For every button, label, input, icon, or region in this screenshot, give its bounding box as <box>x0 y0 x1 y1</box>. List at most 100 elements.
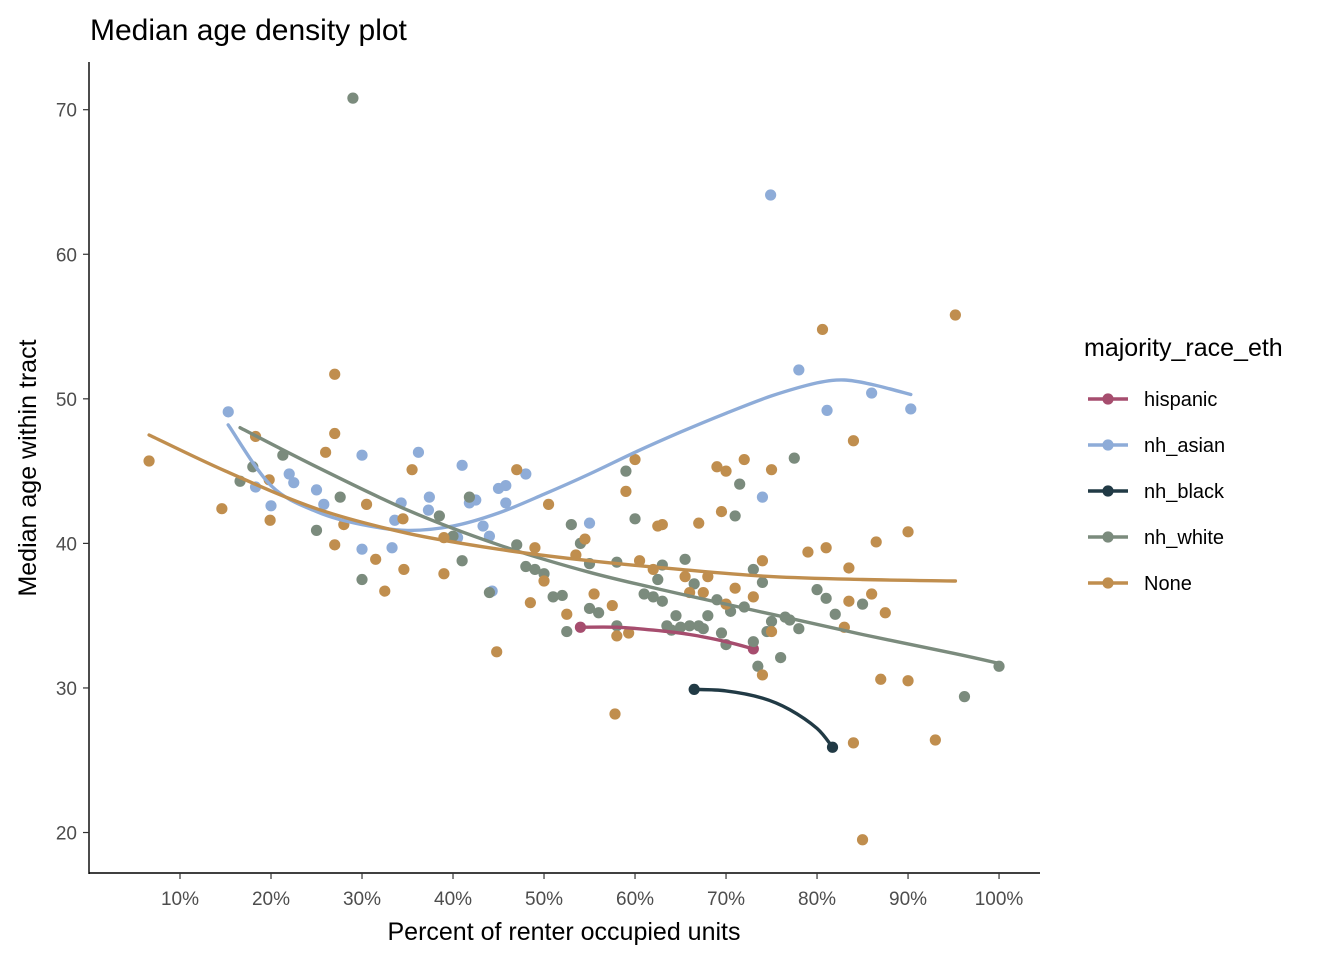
data-point-None <box>697 586 709 599</box>
data-point-nh_white <box>593 607 605 619</box>
data-point-nh_white <box>447 530 459 542</box>
x-tick-label: 60% <box>616 889 654 910</box>
data-point-None <box>720 465 732 477</box>
x-tick-label: 100% <box>975 889 1024 910</box>
data-point-nh_white <box>811 584 823 596</box>
data-point-None <box>875 673 887 685</box>
data-point-nh_white <box>820 592 832 604</box>
data-point-None <box>856 834 869 846</box>
data-point-nh_asian <box>866 387 878 399</box>
data-point-None <box>902 675 914 687</box>
data-point-nh_white <box>788 452 800 464</box>
data-point-nh_white <box>334 491 346 503</box>
legend-label-hispanic: hispanic <box>1144 389 1217 411</box>
data-point-nh_asian <box>756 491 769 503</box>
data-point-nh_white <box>647 591 659 603</box>
data-point-nh_asian <box>222 406 234 418</box>
axis-ticks: 10% 20% 30% 40% 50% 60% 70% 80% 90% 100% 20 30 40 50 6… <box>56 101 1024 910</box>
data-point-nh_white <box>734 478 746 490</box>
smooth-line-nh_asian <box>226 378 913 533</box>
data-point-nh_white <box>463 491 475 503</box>
x-tick-label: 80% <box>798 889 836 910</box>
legend-key-point-nh_asian <box>1102 439 1114 451</box>
data-point-None <box>620 485 632 497</box>
data-point-None <box>879 607 891 619</box>
data-point-nh_asian <box>288 477 300 489</box>
data-point-None <box>949 309 961 321</box>
data-point-nh_white <box>310 524 323 536</box>
data-point-nh_asian <box>500 497 512 509</box>
legend-label-nh_white: nh_white <box>1144 527 1224 549</box>
data-point-nh_asian <box>356 449 368 461</box>
data-point-None <box>379 585 391 597</box>
data-point-nh_asian <box>386 542 398 554</box>
data-point-nh_white <box>684 620 696 632</box>
data-point-None <box>656 519 668 531</box>
data-point-None <box>902 526 914 538</box>
legend-key-point-None <box>1102 577 1114 589</box>
data-point-None <box>491 646 503 658</box>
data-point-nh_white <box>856 598 869 610</box>
data-point-None <box>511 464 523 476</box>
data-point-nh_white <box>697 623 709 635</box>
data-point-nh_white <box>529 563 541 576</box>
data-point-nh_white <box>729 510 741 522</box>
y-tick-label: 70 <box>56 101 77 122</box>
data-point-None <box>529 542 541 554</box>
data-point-None <box>264 514 276 526</box>
data-point-nh_white <box>656 595 668 607</box>
data-point-nh_white <box>347 92 359 104</box>
data-point-nh_white <box>561 625 573 638</box>
data-point-None <box>542 498 555 510</box>
data-point-None <box>866 588 878 600</box>
data-point-None <box>756 669 769 681</box>
data-point-None <box>398 563 410 576</box>
data-point-None <box>143 455 155 467</box>
data-point-None <box>524 597 536 609</box>
data-point-None <box>729 582 741 594</box>
data-point-None <box>847 435 860 447</box>
data-point-nh_asian <box>905 403 917 415</box>
data-point-None <box>329 368 341 380</box>
data-point-nh_asian <box>456 459 468 471</box>
data-point-nh_white <box>652 573 664 586</box>
smooth-line-hispanic <box>578 625 755 651</box>
legend-key-point-nh_white <box>1102 531 1114 543</box>
data-point-None <box>538 575 550 587</box>
data-point-None <box>715 505 728 518</box>
legend: majority_race_eth hispanic nh_asian nh_bla… <box>1084 334 1283 595</box>
axes <box>88 62 1040 874</box>
data-point-nh_white <box>679 553 691 565</box>
data-point-None <box>802 546 814 558</box>
data-point-None <box>609 708 621 720</box>
data-point-None <box>320 446 332 458</box>
data-point-nh_white <box>775 652 787 664</box>
data-point-None <box>765 625 778 638</box>
data-point-nh_asian <box>520 468 532 480</box>
data-point-None <box>588 588 600 600</box>
data-point-nh_white <box>747 563 759 576</box>
data-point-nh_white <box>520 560 532 573</box>
y-axis-title: Median age within tract <box>14 339 42 596</box>
x-tick-label: 50% <box>525 889 563 910</box>
data-point-nh_asian <box>422 504 435 516</box>
data-point-nh_asian <box>500 479 512 492</box>
data-point-nh_white <box>483 586 496 599</box>
y-tick-label: 20 <box>56 824 77 845</box>
data-point-nh_asian <box>765 189 777 201</box>
data-point-nh_white <box>752 660 764 672</box>
legend-label-nh_black: nh_black <box>1144 481 1225 503</box>
data-point-None <box>816 323 829 336</box>
legend-key-point-hispanic <box>1102 393 1114 405</box>
data-point-nh_white <box>670 610 682 622</box>
data-point-nh_white <box>565 519 577 531</box>
data-point-None <box>611 630 623 642</box>
x-tick-label: 20% <box>252 889 290 910</box>
data-point-None <box>765 464 778 476</box>
smooth-line-None <box>147 433 958 583</box>
y-tick-label: 40 <box>56 534 77 555</box>
data-point-nh_white <box>433 510 445 522</box>
smooth-line-nh_black <box>692 687 835 749</box>
smooth-line-nh_white <box>238 426 1001 666</box>
